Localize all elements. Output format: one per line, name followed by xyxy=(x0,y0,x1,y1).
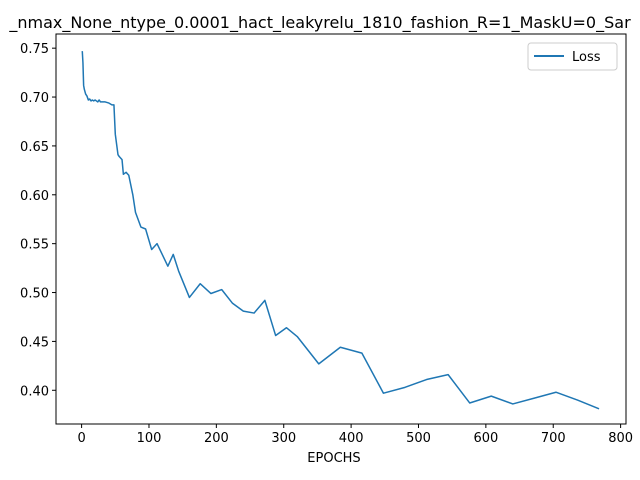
x-tick-label: 800 xyxy=(608,431,633,446)
x-tick-label: 600 xyxy=(473,431,498,446)
y-tick-label: 0.75 xyxy=(20,42,49,57)
x-tick-label: 100 xyxy=(137,431,162,446)
x-tick-label: 400 xyxy=(339,431,364,446)
series-layer xyxy=(81,51,600,410)
x-tick-label: 500 xyxy=(406,431,431,446)
y-tick-label: 0.55 xyxy=(20,238,49,253)
series-line-loss xyxy=(81,51,600,410)
x-axis-label: EPOCHS xyxy=(307,451,360,466)
y-axis: 0.40 0.45 0.50 0.55 0.60 0.65 0.70 0.75 xyxy=(20,42,56,399)
legend-box xyxy=(527,42,618,71)
y-tick-label: 0.40 xyxy=(20,384,49,399)
y-tick-label: 0.45 xyxy=(20,335,49,350)
legend-label: Loss xyxy=(572,50,601,65)
x-axis: 0 100 200 300 400 500 600 700 800 xyxy=(77,424,633,446)
legend: Loss xyxy=(527,42,618,71)
x-tick-label: 0 xyxy=(77,431,85,446)
x-tick-label: 300 xyxy=(271,431,296,446)
x-tick-label: 200 xyxy=(204,431,229,446)
x-tick-label: 700 xyxy=(541,431,566,446)
y-tick-label: 0.70 xyxy=(20,91,49,106)
y-tick-label: 0.65 xyxy=(20,140,49,155)
y-tick-label: 0.60 xyxy=(20,189,49,204)
chart-title: _nmax_None_ntype_0.0001_hact_leakyrelu_1… xyxy=(8,13,631,33)
y-tick-label: 0.50 xyxy=(20,287,49,302)
plot-frame xyxy=(55,33,627,425)
